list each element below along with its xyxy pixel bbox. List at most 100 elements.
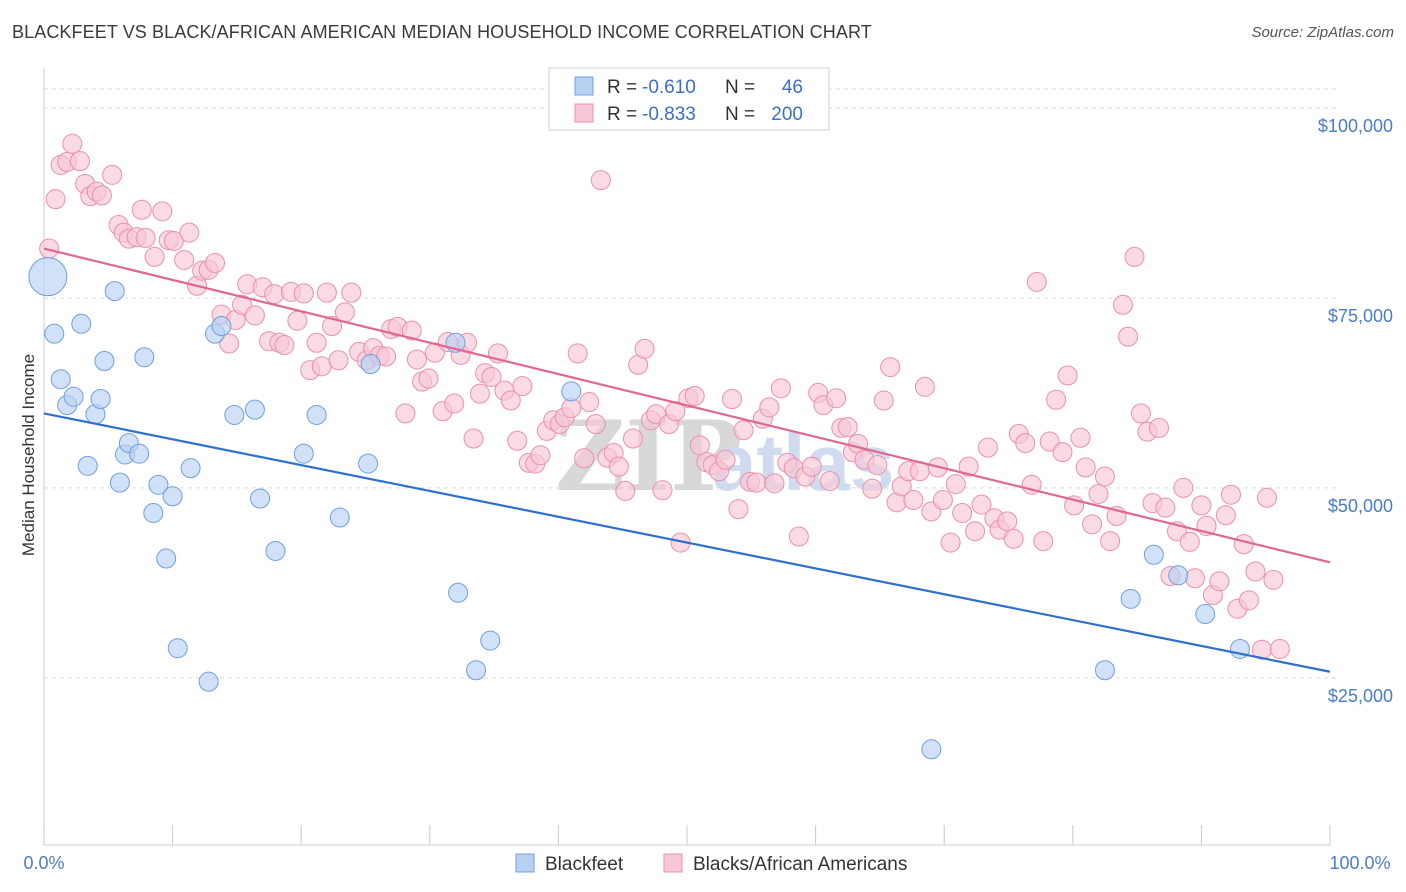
blackfeet-point [71,313,92,334]
blackfeet-point [250,488,271,509]
blacks-african-americans-point [574,448,595,469]
blacks-african-americans-point [287,310,308,331]
blacks-african-americans-point [418,368,439,389]
blacks-african-americans-point [652,480,673,501]
blackfeet-point [224,404,245,425]
blackfeet-point [167,638,188,659]
blacks-african-americans-point [940,532,961,553]
blackfeet-point [198,671,219,692]
legend-swatch-blackfeet [574,76,594,96]
blacks-african-americans-point [615,480,636,501]
blacks-african-americans-point [1003,528,1024,549]
tick-labels: $25,000 $50,000 $75,000 $100,000 0.0% 100.0% [23,116,1393,873]
blacks-african-americans-point [1209,571,1230,592]
blacks-african-americans-point [45,189,66,210]
blacks-african-americans-point [102,164,123,185]
blackfeet-point [77,455,98,476]
blacks-african-americans-point [70,151,91,172]
blacks-african-americans-point [395,403,416,424]
blacks-african-americans-point [1118,326,1139,347]
blacks-african-americans-point [1130,403,1151,424]
x-tick-label: 0.0% [23,853,64,873]
blacks-african-americans-point [232,294,253,315]
blacks-african-americans-point [1070,427,1091,448]
y-tick-label: $100,000 [1318,116,1393,136]
blacks-african-americans-point [728,499,749,520]
blacks-african-americans-point [1215,505,1236,526]
legend-r-value-blacks-african-americans: -0.833 [642,104,696,125]
legend-n-label-blacks-african-americans: N = [725,104,755,125]
legend-swatch-blacks-african-americans [574,103,594,123]
blackfeet-point [211,316,232,337]
blacks-african-americans-point [152,201,173,222]
blacks-african-americans-point [306,332,327,353]
blacks-african-americans-point [958,456,979,477]
blackfeet-point [360,354,381,375]
blackfeet-point [293,443,314,464]
blacks-african-americans-point [1033,531,1054,552]
blacks-african-americans-point [837,417,858,438]
blackfeet-point [143,502,164,523]
blacks-african-americans-point [469,383,490,404]
blacks-african-americans-point [179,222,200,243]
blacks-african-americans-point [608,456,629,477]
blacks-african-americans-point [746,472,767,493]
blacks-african-americans-point [507,430,528,451]
series-legend-swatch-blackfeet [515,853,535,873]
blackfeet-point [90,388,111,409]
blacks-african-americans-point [965,521,986,542]
legend-r-label-blacks-african-americans: R = [607,104,637,125]
blacks-african-americans-point [39,238,60,259]
correlation-legend: R = -0.610 N = 46 R = -0.833 N = 200 [548,67,830,131]
blacks-african-americans-point [590,170,611,191]
blacks-african-americans-point [634,338,655,359]
blacks-african-americans-point [1256,487,1277,508]
blacks-african-americans-point [1220,484,1241,505]
blackfeet-point [109,472,130,493]
blacks-african-americans-point [684,385,705,406]
blacks-african-americans-point [715,449,736,470]
blacks-african-americans-point [1155,497,1176,518]
blacks-african-americans-point [1046,389,1067,410]
trend-lines [43,247,1331,673]
blackfeet-point [156,548,177,569]
legend-n-value-blacks-african-americans: 200 [771,104,803,125]
blacks-african-americans-point [764,473,785,494]
blacks-african-americans-point [311,356,332,377]
trend-line-blacks-african-americans [43,247,1331,564]
blacks-african-americans-point [977,437,998,458]
blacks-african-americans-point [971,494,992,515]
series-legend-label-blacks-african-americans: Blacks/African Americans [693,854,907,875]
blacks-african-americans-point [1075,457,1096,478]
blacks-african-americans-point [1094,466,1115,487]
blacks-african-americans-point [328,350,349,371]
blackfeet-point [358,453,379,474]
blacks-african-americans-point [293,283,314,304]
blackfeet-point [180,458,201,479]
blackfeet-point [104,281,125,302]
blacks-african-americans-point [274,335,295,356]
blackfeet-point [94,351,115,372]
series-blacks-african-americans-points [39,133,1290,660]
blacks-african-americans-point [1263,569,1284,590]
y-axis-label: Median Household Income [19,354,38,556]
blacks-african-americans-point [205,252,226,273]
legend-r-value-blackfeet: -0.610 [642,77,696,98]
blacks-african-americans-point [1015,433,1036,454]
blacks-african-americans-point [530,445,551,466]
blacks-african-americans-point [945,474,966,495]
blacks-african-americans-point [622,428,643,449]
blacks-african-americans-point [1124,246,1145,267]
blacks-african-americans-point [91,185,112,206]
blacks-african-americans-point [264,284,285,305]
grid-lines [44,88,1338,679]
blackfeet-point [480,630,501,651]
blackfeet-point [1143,544,1164,565]
blacks-african-americans-point [567,343,588,364]
series-blackfeet-points [28,257,1250,760]
blacks-african-americans-point [500,390,521,411]
legend-n-value-blackfeet: 46 [782,77,803,98]
blacks-african-americans-point [826,388,847,409]
blackfeet-point [28,257,68,297]
trend-line-blackfeet [43,412,1331,673]
